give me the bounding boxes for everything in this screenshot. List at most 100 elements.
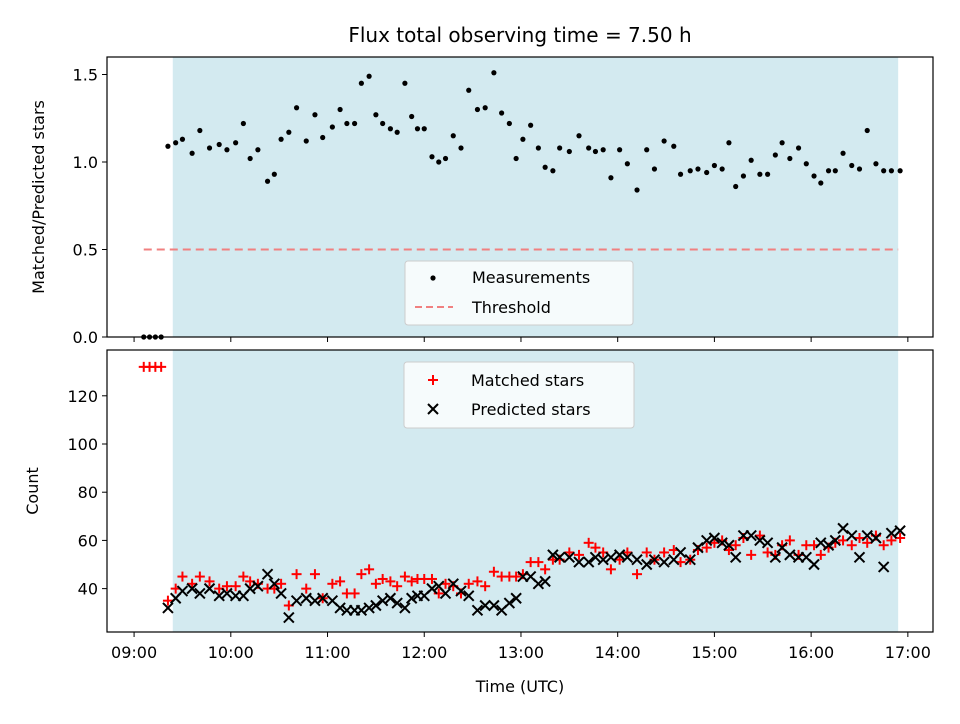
measurement-point — [651, 166, 658, 172]
predicted-star-point-b — [433, 580, 445, 592]
predicted-star-point — [837, 522, 849, 535]
predicted-star-point — [252, 580, 264, 592]
measurement-point — [358, 80, 364, 86]
matched-star-point — [564, 547, 575, 558]
predicted-star-point-b — [275, 587, 287, 600]
predicted-star-point — [729, 551, 742, 563]
predicted-star-point-b — [776, 541, 788, 554]
measurement-point — [216, 141, 222, 148]
matched-star-point — [723, 545, 734, 556]
predicted-star-point — [532, 578, 545, 590]
measurement-point — [617, 147, 623, 153]
legend-matched-label: Matched stars — [471, 371, 584, 390]
measurement-point — [528, 122, 534, 128]
measurement-point — [733, 183, 739, 190]
matched-star-point — [480, 581, 491, 592]
measurement-point — [344, 120, 350, 127]
legend-predicted-marker — [427, 403, 439, 415]
predicted-star-point-b — [405, 592, 418, 604]
measurement-point — [303, 138, 309, 144]
matched-star-point — [709, 537, 720, 548]
x-tick-label: 15:00 — [691, 643, 737, 662]
x-tick-label: 09:00 — [111, 643, 157, 662]
measurement-point — [165, 143, 171, 149]
predicted-star-point — [708, 532, 721, 544]
matched-star-point — [204, 576, 215, 587]
bottom-panel-frame — [106, 349, 934, 633]
matched-star-point — [472, 576, 483, 587]
predicted-star-point — [815, 537, 827, 549]
matched-star-point — [385, 576, 396, 587]
predicted-star-point — [309, 594, 321, 607]
predicted-star-point-b — [479, 599, 491, 612]
predicted-star-point-b — [745, 529, 757, 542]
measurement-point — [421, 126, 427, 132]
predicted-star-point-b — [370, 599, 382, 612]
predicted-star-point-b — [309, 594, 321, 607]
predicted-star-point — [700, 534, 713, 547]
predicted-star-point-b — [488, 599, 500, 612]
predicted-star-point-b — [316, 592, 329, 604]
measurement-point — [482, 105, 488, 111]
predicted-star-point-b — [761, 537, 774, 549]
predicted-star-point-b — [426, 582, 438, 595]
measurement-point — [542, 164, 548, 170]
matched-star-point — [327, 578, 338, 589]
measurement-point — [873, 161, 879, 167]
measurement-point — [520, 136, 526, 142]
predicted-star-point — [316, 592, 329, 604]
measurement-point — [740, 173, 747, 179]
measurement-point — [173, 140, 179, 146]
measurement-point — [474, 106, 481, 113]
matched-star-point — [746, 549, 757, 560]
predicted-star-point-b — [784, 549, 796, 561]
predicted-star-point — [870, 532, 882, 544]
matched-star-point — [659, 547, 670, 558]
predicted-star-point-b — [877, 561, 890, 573]
measurement-point — [719, 166, 725, 172]
predicted-star-point-b — [800, 551, 813, 563]
matched-star-point — [730, 540, 741, 551]
legend-predicted-glyph-b — [427, 403, 439, 415]
bottom-legend-box — [403, 361, 635, 429]
measurement-point — [352, 120, 358, 127]
matched-star-point — [488, 566, 499, 577]
predicted-star-point-b — [729, 551, 742, 563]
predicted-star-point-b — [658, 556, 670, 568]
matched-star-point — [392, 581, 403, 592]
measurement-point — [224, 147, 230, 153]
measurement-point — [772, 152, 778, 158]
predicted-star-point — [405, 592, 418, 604]
matched-star-point — [377, 573, 388, 584]
matched-star-point — [815, 549, 826, 560]
measurement-point — [189, 150, 195, 156]
predicted-star-point — [885, 527, 898, 539]
y-tick-label: 0.5 — [73, 241, 98, 260]
predicted-star-point-b — [455, 585, 467, 597]
predicted-star-point — [631, 553, 643, 566]
predicted-star-point-b — [524, 570, 537, 583]
predicted-star-point — [563, 551, 576, 563]
predicted-star-point — [213, 590, 225, 602]
measurement-point — [337, 106, 343, 113]
predicted-star-point-b — [861, 529, 873, 542]
predicted-star-point-b — [846, 529, 858, 542]
predicted-star-point — [384, 592, 397, 604]
predicted-star-point-b — [376, 594, 389, 607]
predicted-star-point-b — [723, 539, 735, 551]
measurement-point — [695, 166, 701, 172]
measurement-point — [458, 145, 464, 151]
y-tick-label: 100 — [67, 435, 98, 454]
predicted-star-point-b — [582, 556, 595, 568]
predicted-star-point — [455, 585, 467, 597]
x-axis-label: Time (UTC) — [475, 677, 564, 696]
predicted-star-point — [261, 568, 274, 580]
measurement-point — [624, 161, 630, 167]
matched-star-point — [632, 569, 643, 580]
predicted-star-point — [244, 582, 256, 595]
measurement-point — [271, 171, 277, 177]
chart-title: Flux total observing time = 7.50 h — [348, 23, 691, 47]
predicted-star-point-b — [194, 587, 206, 600]
predicted-star-point-b — [822, 539, 835, 551]
